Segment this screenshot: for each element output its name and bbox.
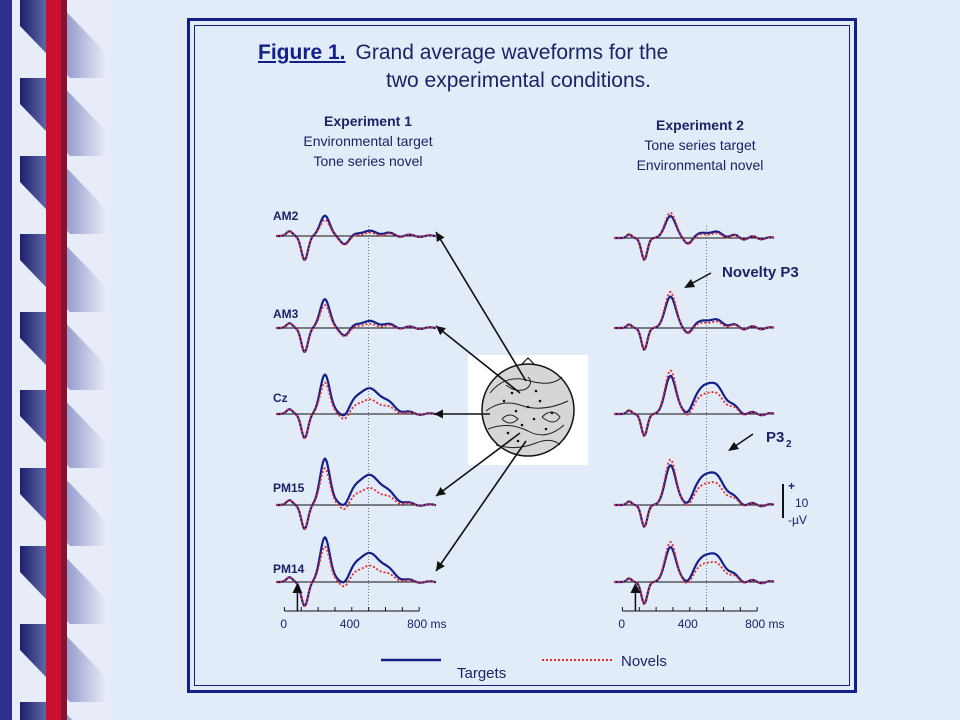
experiment-1-cz-novels-trace bbox=[276, 381, 437, 439]
head-contour bbox=[495, 439, 561, 449]
experiment-2-novel: Environmental novel bbox=[636, 157, 764, 173]
channel-label-am2: AM2 bbox=[273, 209, 299, 223]
channel-pointer-arrowhead bbox=[436, 561, 445, 571]
channel-label-am3: AM3 bbox=[273, 307, 299, 321]
electrode-dot bbox=[550, 411, 554, 415]
experiment-2-pm15-novels-trace bbox=[614, 458, 775, 528]
channel-label-pm14: PM14 bbox=[273, 562, 305, 576]
channel-pointer-arrowhead bbox=[436, 487, 446, 496]
figure-title-line-1: Figure 1. Grand average waveforms for the bbox=[258, 41, 668, 65]
experiment-1-time-tick-label: 800 ms bbox=[407, 617, 446, 631]
scale-bar-value: 10 bbox=[795, 496, 809, 510]
experiment-2-pm15-targets-trace bbox=[614, 464, 775, 528]
legend-novels-label: Novels bbox=[621, 653, 667, 670]
experiment-1-am2-novels-trace bbox=[276, 218, 437, 261]
experiment-1-time-tick-label: 400 bbox=[340, 617, 360, 631]
figure-inner-border bbox=[194, 25, 850, 686]
head-contour bbox=[485, 400, 569, 412]
channel-label-cz: Cz bbox=[273, 391, 288, 405]
electrode-dot bbox=[516, 439, 520, 443]
figure-frame: Figure 1. Grand average waveforms for the… bbox=[187, 18, 857, 693]
novelty-p3-arrowhead bbox=[684, 279, 695, 288]
scalp-topography-map bbox=[468, 355, 588, 465]
experiment-1-am3-targets-trace bbox=[276, 297, 437, 354]
channel-pointer-arrowhead bbox=[434, 409, 443, 419]
scale-bar-plus: + bbox=[788, 479, 795, 493]
head-nose bbox=[520, 357, 536, 366]
experiment-2-header: Experiment 2 Tone series target Environm… bbox=[580, 115, 820, 175]
electrode-dot bbox=[506, 431, 510, 435]
electrode-dot bbox=[520, 423, 524, 427]
waveform-figure: 0 400 800 ms 0 400 800 ms AM2 AM3 Cz PM15 PM14 Nove… bbox=[273, 209, 809, 631]
experiment-2-am3-targets-trace bbox=[614, 295, 775, 351]
head-contour bbox=[501, 414, 519, 424]
electrode-dot bbox=[534, 389, 538, 393]
experiment-1-target: Environmental target bbox=[303, 133, 433, 149]
experiment-1-am2-targets-trace bbox=[276, 214, 437, 262]
electrode-dot bbox=[514, 409, 518, 413]
figure-title-text-1: Grand average waveforms for the bbox=[355, 41, 669, 64]
channel-label-pm15: PM15 bbox=[273, 481, 305, 495]
experiment-2-time-tick-label: 800 ms bbox=[745, 617, 784, 631]
head-contour bbox=[541, 411, 561, 423]
experiment-1-pm15-novels-trace bbox=[276, 467, 437, 530]
legend-novels-swatch bbox=[542, 659, 614, 661]
experiment-1-stimulus-onset-arrowhead bbox=[292, 583, 303, 593]
experiment-2-title: Experiment 2 bbox=[656, 117, 744, 133]
legend-targets-swatch bbox=[381, 658, 441, 662]
electrode-dot bbox=[526, 405, 530, 409]
slide-decoration-stripe bbox=[0, 0, 110, 720]
electrode-dot bbox=[544, 427, 548, 431]
p3-2-label: P3 bbox=[766, 429, 784, 446]
channel-pointer-arrow bbox=[435, 325, 521, 394]
experiment-2-pm14-novels-trace bbox=[614, 541, 775, 605]
head-outline bbox=[481, 363, 575, 457]
head-contour bbox=[505, 376, 532, 391]
electrode-dot bbox=[532, 417, 536, 421]
experiment-2-time-tick-label: 400 bbox=[678, 617, 698, 631]
experiment-1-cz-targets-trace bbox=[276, 373, 437, 440]
channel-pointer-arrow bbox=[435, 231, 527, 382]
experiment-1-novel: Tone series novel bbox=[313, 153, 423, 169]
channel-pointer-arrow bbox=[435, 440, 527, 572]
experiment-1-header: Experiment 1 Environmental target Tone s… bbox=[248, 111, 488, 171]
channel-pointer-arrowhead bbox=[436, 326, 446, 336]
channel-pointer-arrow bbox=[435, 432, 521, 497]
channel-pointer-arrowhead bbox=[436, 232, 445, 242]
p3-2-subscript: 2 bbox=[786, 439, 792, 450]
experiment-1-title: Experiment 1 bbox=[324, 113, 412, 129]
experiment-2-cz-novels-trace bbox=[614, 369, 775, 437]
experiment-2-stimulus-onset-arrowhead bbox=[630, 583, 641, 593]
experiment-2-am3-novels-trace bbox=[614, 291, 775, 351]
electrode-dot bbox=[510, 391, 514, 395]
experiment-1-am3-novels-trace bbox=[276, 303, 437, 353]
electrode-dot bbox=[538, 399, 542, 403]
p3-2-arrowhead bbox=[728, 442, 739, 451]
novelty-p3-label: Novelty P3 bbox=[722, 264, 799, 281]
head-contour bbox=[487, 424, 565, 436]
experiment-1-pm14-novels-trace bbox=[276, 545, 437, 607]
experiment-2-time-tick-label: 0 bbox=[618, 617, 625, 631]
scale-bar-unit: -µV bbox=[788, 513, 807, 527]
figure-title-line-2: two experimental conditions. bbox=[386, 69, 651, 92]
legend-targets-label: Targets bbox=[457, 665, 507, 682]
experiment-2-am2-novels-trace bbox=[614, 211, 775, 261]
figure-label: Figure 1. bbox=[258, 41, 346, 64]
experiment-2-target: Tone series target bbox=[644, 137, 756, 153]
electrode-dot bbox=[502, 399, 506, 403]
experiment-1-time-tick-label: 0 bbox=[280, 617, 287, 631]
